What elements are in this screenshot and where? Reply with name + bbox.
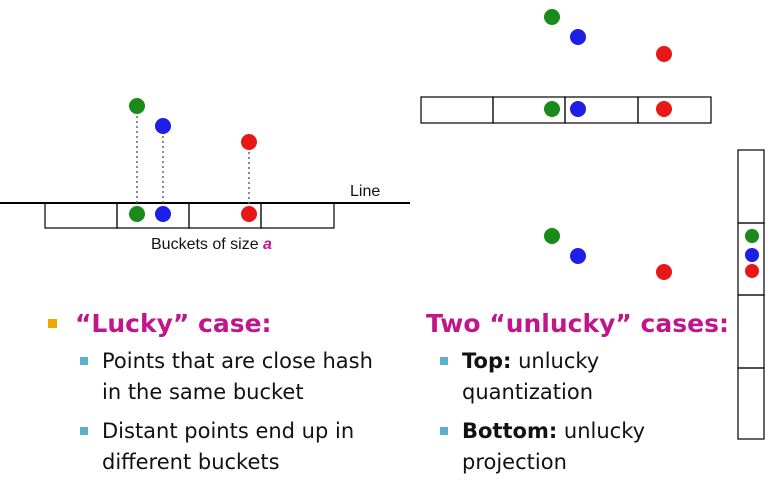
bucket — [737, 149, 765, 224]
unlucky-bullet-bottom-text: Bottom: unlucky projection — [462, 416, 662, 478]
bucket — [44, 202, 118, 229]
bullet-square-icon — [440, 427, 448, 435]
blue-point — [155, 118, 171, 134]
lucky-bullet-1: Points that are close hash in the same b… — [80, 346, 393, 408]
blue-point — [570, 248, 586, 264]
lucky-bullet-2-text: Distant points end up in different bucke… — [102, 419, 355, 474]
buckets-caption-text: Buckets of size — [151, 236, 264, 253]
green-point — [544, 228, 560, 244]
red-point — [656, 264, 672, 280]
red-point — [241, 134, 257, 150]
red-projected-point — [656, 101, 672, 117]
lucky-bullet-2: Distant points end up in different bucke… — [80, 416, 393, 478]
lucky-case-bullets: “Lucky” case: Points that are close hash… — [48, 309, 393, 478]
lucky-bullet-1-text: Points that are close hash in the same b… — [102, 349, 373, 404]
green-projected-point — [544, 101, 560, 117]
blue-projected-point — [570, 101, 586, 117]
bullet-square-icon — [80, 427, 88, 435]
blue-projected-point — [745, 248, 759, 262]
bucket — [420, 96, 494, 124]
bucket — [737, 367, 765, 440]
line-label: Line — [350, 183, 381, 200]
lucky-case-heading: “Lucky” case: — [48, 309, 393, 338]
lucky-case-heading-text: “Lucky” case: — [75, 309, 272, 338]
bucket-size-variable: a — [263, 236, 272, 253]
bucket — [260, 202, 335, 229]
unlucky-bullet-top: Top: unlucky quantization — [440, 346, 728, 408]
unlucky-bullet-top-label: Top: — [462, 349, 512, 373]
red-projected-point — [745, 264, 759, 278]
unlucky-projection-diagram — [544, 149, 765, 440]
bucket — [116, 202, 190, 229]
unlucky-bullet-bottom-desc: unlucky projection — [462, 419, 646, 474]
red-projected-point — [241, 206, 257, 222]
unlucky-cases-bullets: Two “unlucky” cases: Top: unlucky quanti… — [408, 309, 729, 478]
unlucky-bullet-bottom: Bottom: unlucky projection — [440, 416, 728, 478]
unlucky-quantization-diagram — [420, 9, 712, 124]
unlucky-bullet-top-text: Top: unlucky quantization — [462, 346, 662, 408]
unlucky-bullet-top-desc: unlucky quantization — [462, 349, 600, 404]
lucky-case-diagram — [0, 98, 410, 229]
bucket — [737, 294, 765, 369]
green-projected-point — [745, 229, 759, 243]
bullet-square-icon — [48, 319, 57, 328]
green-point — [544, 9, 560, 25]
unlucky-cases-heading-text: Two “unlucky” cases: — [426, 309, 729, 338]
unlucky-bullet-bottom-label: Bottom: — [462, 419, 558, 443]
blue-point — [570, 29, 586, 45]
bullet-square-icon — [80, 357, 88, 365]
red-point — [656, 46, 672, 62]
bullet-square-icon — [440, 357, 448, 365]
green-point — [129, 98, 145, 114]
buckets-caption: Buckets of size a — [151, 236, 272, 254]
green-projected-point — [129, 206, 145, 222]
blue-projected-point — [155, 206, 171, 222]
unlucky-cases-heading: Two “unlucky” cases: — [408, 309, 729, 338]
bucket — [637, 96, 712, 124]
